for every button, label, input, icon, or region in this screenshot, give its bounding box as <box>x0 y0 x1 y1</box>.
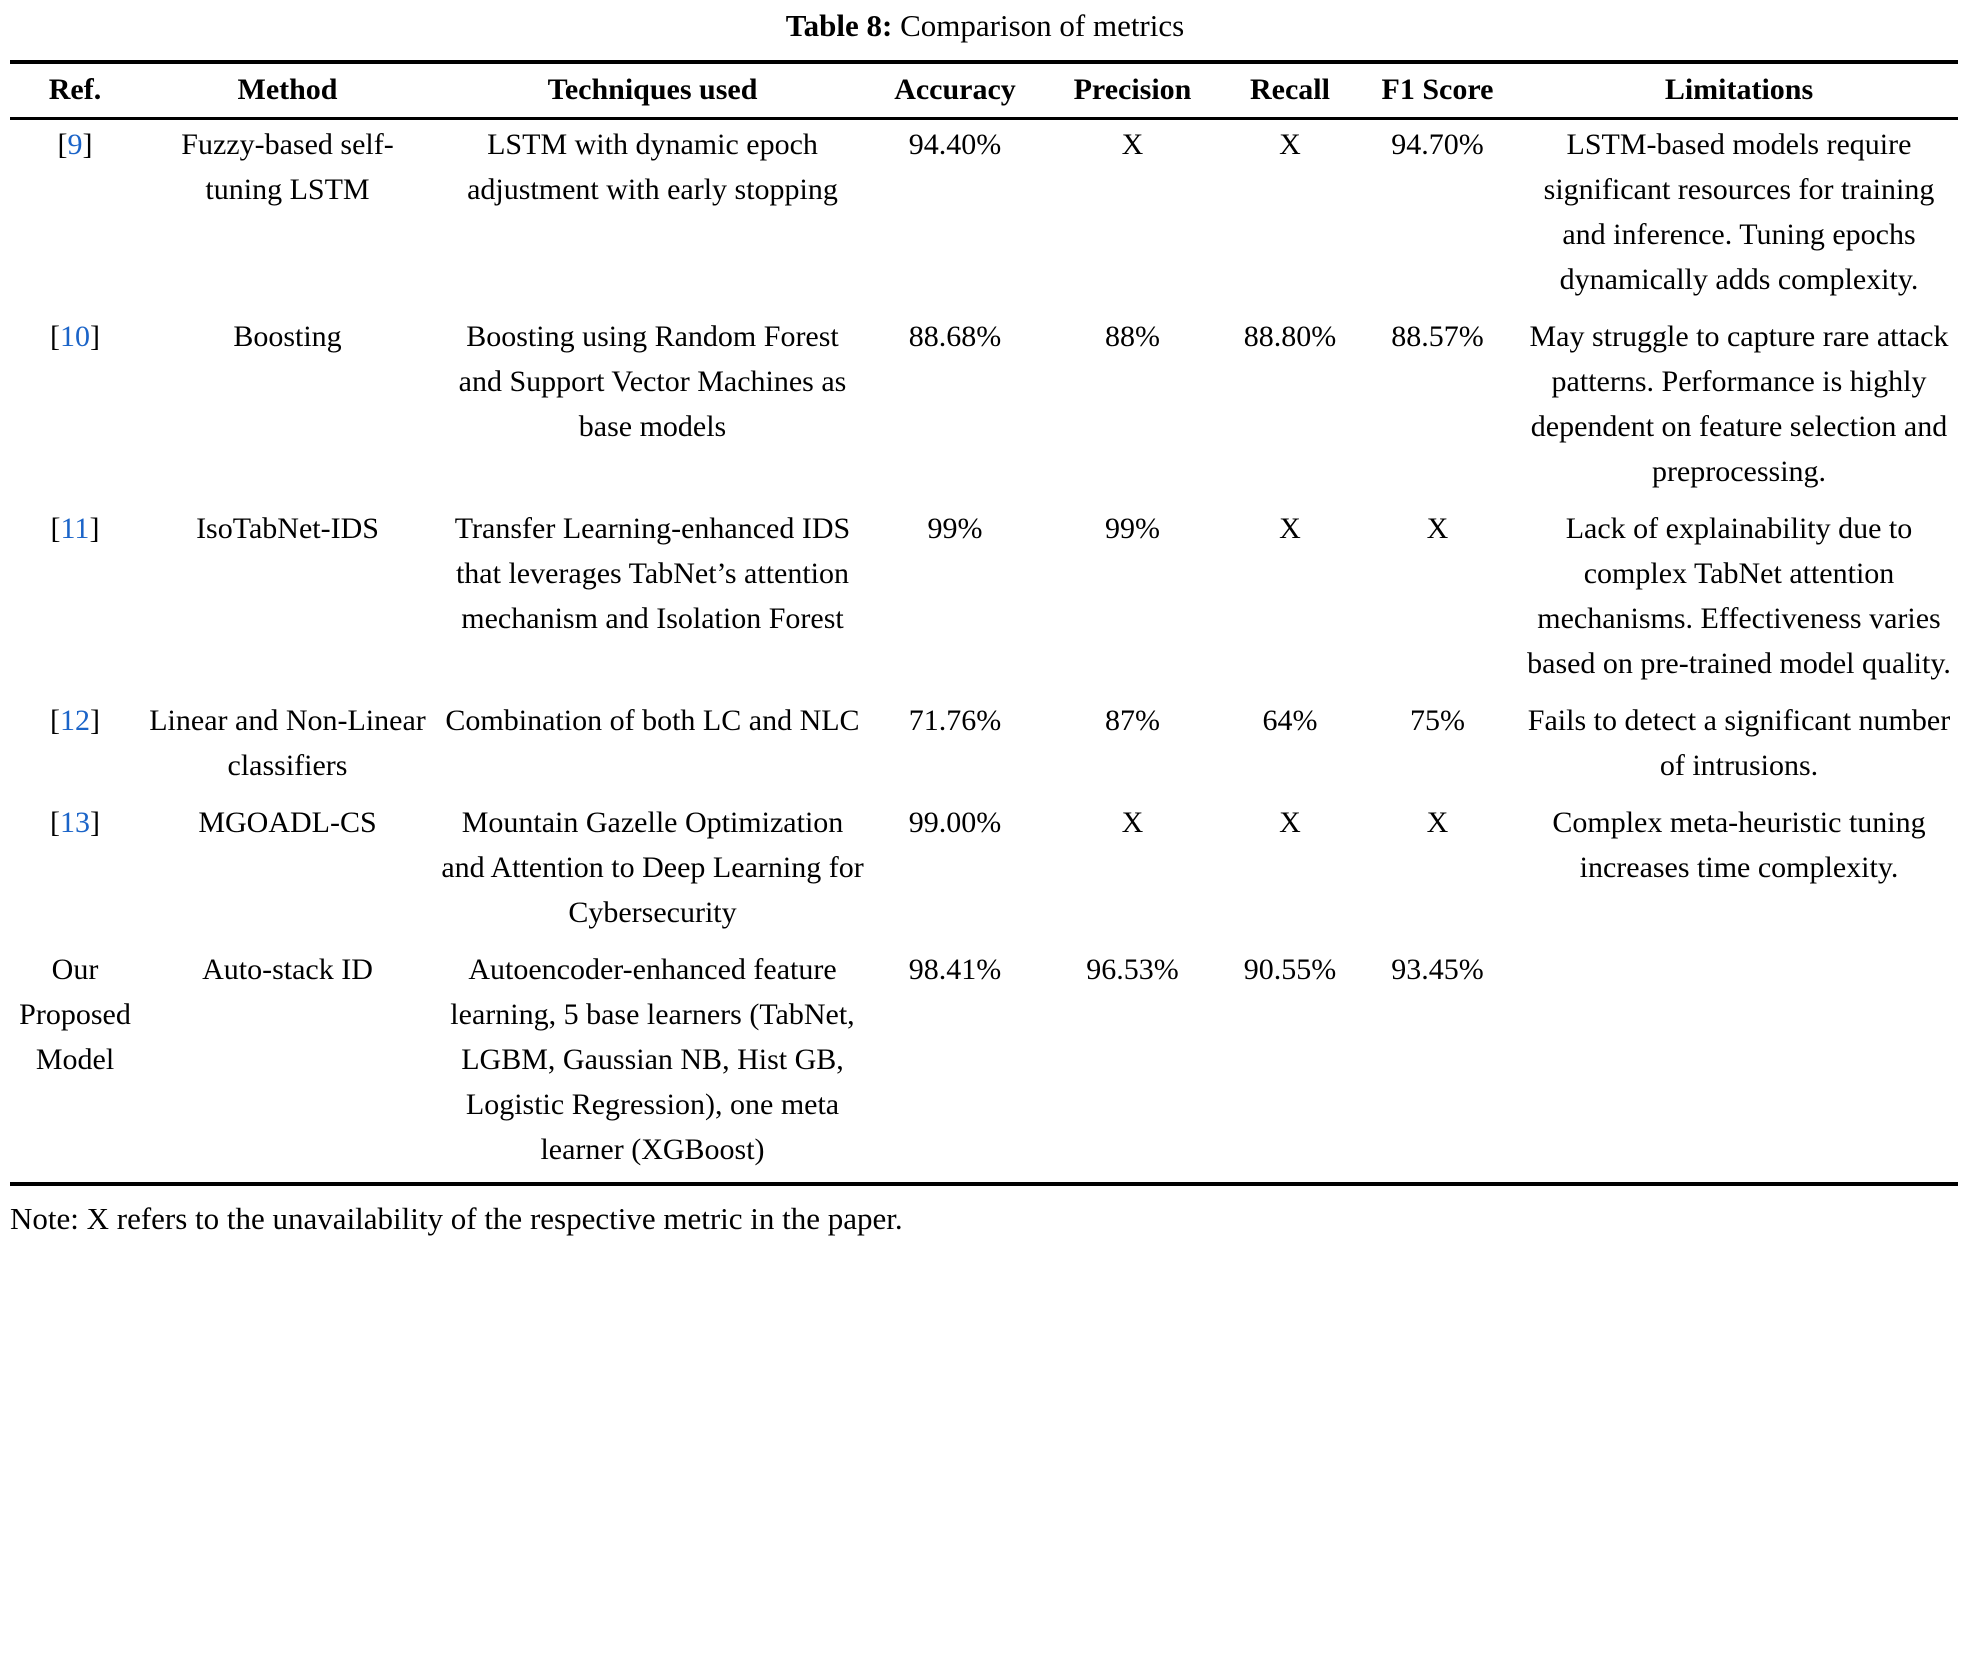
table-row: [9] Fuzzy-based self-tuning LSTM LSTM wi… <box>10 119 1958 313</box>
cell-accuracy: 98.41% <box>908 953 1002 986</box>
cell-method: Linear and Non-Linear classifiers <box>149 704 426 782</box>
col-header-precision: Precision <box>1040 62 1225 120</box>
citation-bracket: [ <box>50 806 60 839</box>
citation-link[interactable]: 9 <box>67 128 83 161</box>
cell-accuracy: 94.40% <box>908 128 1002 161</box>
cell-method: Auto-stack ID <box>202 953 373 986</box>
cell-accuracy: 99.00% <box>908 806 1002 839</box>
cell-accuracy: 71.76% <box>908 704 1002 737</box>
table-footnote: Note: X refers to the unavailability of … <box>10 1201 903 1236</box>
cell-precision: 88% <box>1105 320 1160 353</box>
cell-accuracy: 88.68% <box>908 320 1002 353</box>
col-header-f1: F1 Score <box>1355 62 1520 120</box>
cell-f1: 75% <box>1410 704 1465 737</box>
cell-ref: [10] <box>10 312 140 504</box>
citation-bracket: [ <box>50 704 60 737</box>
cell-techniques: Combination of both LC and NLC <box>445 704 860 737</box>
table-caption: Table 8: Comparison of metrics <box>0 6 1970 46</box>
cell-f1: 88.57% <box>1391 320 1484 353</box>
table-row: [13] MGOADL-CS Mountain Gazelle Optimiza… <box>10 798 1958 945</box>
table-header-row: Ref. Method Techniques used Accuracy Pre… <box>10 62 1958 120</box>
citation-bracket: ] <box>90 806 100 839</box>
cell-techniques: Transfer Learning-enhanced IDS that leve… <box>454 512 851 635</box>
cell-recall: 90.55% <box>1243 953 1337 986</box>
cell-ref: [11] <box>10 504 140 696</box>
cell-recall: X <box>1279 512 1301 545</box>
cell-f1: X <box>1426 806 1449 839</box>
table-row: [12] Linear and Non-Linear classifiers C… <box>10 696 1958 798</box>
citation-bracket: [ <box>50 320 60 353</box>
cell-precision: 99% <box>1105 512 1160 545</box>
cell-f1: 94.70% <box>1391 128 1484 161</box>
citation-bracket: ] <box>90 704 100 737</box>
table-page: Table 8: Comparison of metrics Ref. Meth… <box>0 6 1970 1236</box>
cell-techniques: Mountain Gazelle Optimization and Attent… <box>441 806 864 929</box>
cell-techniques: Autoencoder-enhanced feature learning, 5… <box>450 953 855 1166</box>
table-caption-label: Table 8: <box>785 8 893 43</box>
cell-precision: 87% <box>1105 704 1160 737</box>
cell-precision: X <box>1121 128 1144 161</box>
cell-method: Boosting <box>233 320 342 353</box>
col-header-ref: Ref. <box>10 62 140 120</box>
table-row: [11] IsoTabNet-IDS Transfer Learning-enh… <box>10 504 1958 696</box>
cell-limitations: Complex meta-heuristic tuning increases … <box>1552 806 1926 884</box>
citation-bracket: ] <box>89 512 100 545</box>
cell-limitations <box>1520 945 1958 1184</box>
cell-ref: Our Proposed Model <box>19 953 131 1076</box>
col-header-limitations: Limitations <box>1520 62 1958 120</box>
cell-precision: X <box>1121 806 1144 839</box>
cell-recall: X <box>1279 806 1301 839</box>
cell-limitations: LSTM-based models require significant re… <box>1543 128 1935 296</box>
citation-bracket: ] <box>82 128 93 161</box>
cell-techniques: Boosting using Random Forest and Support… <box>458 320 847 443</box>
table-row: Our Proposed Model Auto-stack ID Autoenc… <box>10 945 1958 1184</box>
citation-link[interactable]: 13 <box>60 806 90 839</box>
col-header-techniques: Techniques used <box>435 62 870 120</box>
citation-link[interactable]: 12 <box>60 704 90 737</box>
cell-f1: X <box>1426 512 1449 545</box>
citation-bracket: [ <box>50 512 61 545</box>
cell-limitations: Fails to detect a significant number of … <box>1527 704 1951 782</box>
comparison-table: Ref. Method Techniques used Accuracy Pre… <box>10 60 1958 1186</box>
cell-limitations: May struggle to capture rare attack patt… <box>1529 320 1949 488</box>
col-header-recall: Recall <box>1225 62 1355 120</box>
table-row: [10] Boosting Boosting using Random Fore… <box>10 312 1958 504</box>
cell-techniques: LSTM with dynamic epoch adjustment with … <box>467 128 838 206</box>
cell-limitations: Lack of explainability due to complex Ta… <box>1527 512 1951 680</box>
cell-ref: [13] <box>10 798 140 945</box>
cell-ref: [12] <box>10 696 140 798</box>
cell-recall: 64% <box>1262 704 1318 737</box>
cell-recall: X <box>1279 128 1301 161</box>
citation-link[interactable]: 11 <box>60 512 90 545</box>
col-header-accuracy: Accuracy <box>870 62 1040 120</box>
citation-bracket: [ <box>57 128 68 161</box>
cell-f1: 93.45% <box>1391 953 1484 986</box>
citation-bracket: ] <box>90 320 100 353</box>
cell-accuracy: 99% <box>927 512 983 545</box>
cell-recall: 88.80% <box>1243 320 1337 353</box>
cell-precision: 96.53% <box>1086 953 1179 986</box>
cell-ref: [9] <box>10 119 140 313</box>
cell-method: Fuzzy-based self-tuning LSTM <box>181 128 394 206</box>
cell-method: IsoTabNet-IDS <box>196 512 379 545</box>
col-header-method: Method <box>140 62 435 120</box>
cell-method: MGOADL-CS <box>198 806 377 839</box>
citation-link[interactable]: 10 <box>60 320 90 353</box>
table-caption-text: Comparison of metrics <box>892 8 1185 43</box>
